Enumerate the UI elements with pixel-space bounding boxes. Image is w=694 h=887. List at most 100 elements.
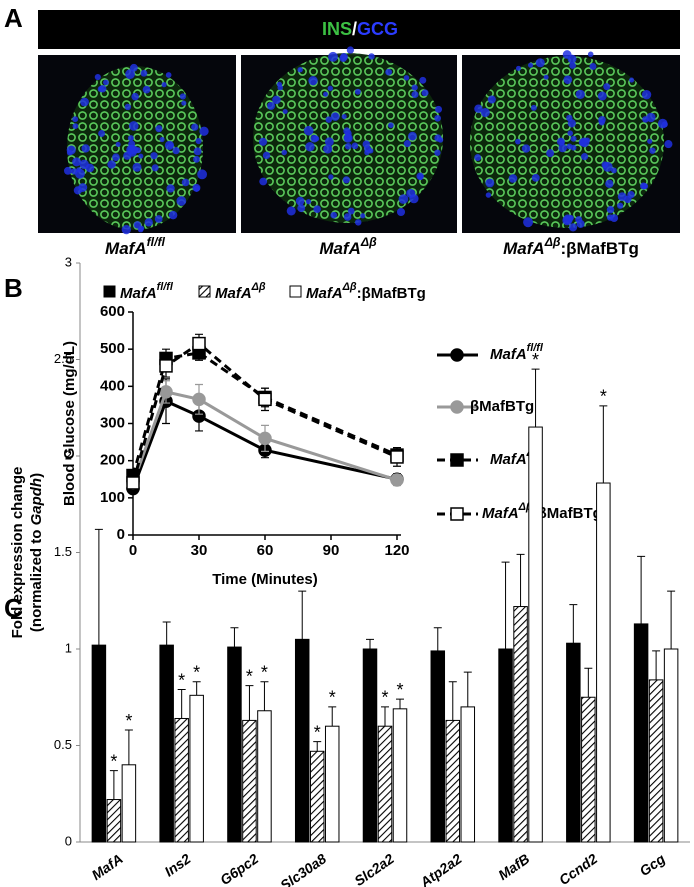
nucleus <box>581 153 589 161</box>
x-tick-label: 60 <box>257 542 274 559</box>
nucleus <box>66 145 76 155</box>
significance-star: * <box>396 680 403 700</box>
nucleus <box>282 108 288 115</box>
bar <box>513 606 528 843</box>
nucleus <box>323 91 329 97</box>
nucleus <box>310 134 319 143</box>
y-axis-label-part: ) <box>28 473 45 478</box>
nucleus <box>521 144 531 153</box>
panel-label: A <box>4 3 23 33</box>
x-tick-label: 120 <box>384 542 409 559</box>
y-tick-label: 0 <box>65 833 72 848</box>
nucleus <box>324 137 334 147</box>
nucleus <box>629 77 635 83</box>
bar <box>324 725 340 843</box>
nucleus <box>297 66 303 73</box>
nucleus <box>351 142 359 150</box>
nucleus <box>563 75 573 84</box>
nucleus <box>81 144 90 153</box>
nucleus <box>327 85 334 92</box>
significance-star: * <box>125 711 132 731</box>
bar <box>430 650 446 843</box>
nucleus <box>167 142 174 149</box>
x-tick-label: MafB <box>495 850 532 883</box>
nucleus <box>611 167 617 174</box>
legend-label: MafAΔβ <box>215 281 266 302</box>
bar <box>106 799 122 843</box>
nucleus <box>543 74 549 80</box>
nucleus <box>73 186 82 195</box>
bar <box>91 644 107 843</box>
nucleus <box>417 174 424 180</box>
y-tick-label: 2 <box>65 447 72 462</box>
nucleus <box>354 219 362 226</box>
legend-label-base: MafA <box>482 505 519 522</box>
nucleus <box>63 166 72 175</box>
marker <box>258 431 272 446</box>
bar <box>189 694 204 843</box>
islet <box>470 56 664 228</box>
nucleus <box>132 162 142 172</box>
nucleus <box>368 53 375 60</box>
marker <box>159 359 173 373</box>
significance-star: * <box>246 666 253 686</box>
nucleus <box>193 147 202 156</box>
stain-gcg: GCG <box>357 19 398 39</box>
nucleus <box>137 226 144 233</box>
significance-star: * <box>110 751 117 771</box>
nucleus <box>98 130 106 138</box>
nucleus <box>546 149 555 158</box>
legend-label-base: MafA <box>215 285 252 302</box>
y-axis-label-part: (normalized to <box>28 525 45 632</box>
nucleus <box>195 137 202 145</box>
error-bar <box>569 604 578 644</box>
nucleus <box>131 92 139 101</box>
x-tick-label: Atp2a2 <box>416 850 464 887</box>
bar <box>596 482 611 843</box>
bar <box>227 646 242 843</box>
nucleus <box>72 157 82 167</box>
legend-label: MafAΔβ:βMafBTg <box>482 501 602 522</box>
nucleus <box>641 184 647 190</box>
bar <box>663 648 679 843</box>
y-tick-label: 500 <box>100 340 125 357</box>
nucleus <box>535 58 545 68</box>
nucleus <box>558 143 567 153</box>
panel-label: B <box>4 273 23 303</box>
y-tick-label: 2.5 <box>54 351 72 366</box>
error-bar <box>516 553 525 607</box>
significance-star: * <box>329 688 336 708</box>
legend-label-base: MafA <box>490 346 527 363</box>
stain-header: INS/GCG <box>322 19 398 39</box>
y-tick-label: 600 <box>100 303 125 320</box>
error-bar <box>366 638 374 649</box>
legend-label-base: MafA <box>120 285 157 302</box>
nucleus <box>151 164 159 172</box>
marker <box>390 473 404 487</box>
legend-marker <box>450 348 464 362</box>
caption: MafAΔβ <box>319 235 377 258</box>
bar <box>159 644 174 843</box>
y-tick-label: 400 <box>100 377 125 394</box>
error-bar <box>109 770 118 800</box>
y-tick-label: 3 <box>65 254 72 269</box>
nucleus <box>411 84 418 91</box>
stain-ins: INS <box>322 19 352 39</box>
error-bar <box>162 621 171 646</box>
legend-marker <box>450 400 464 414</box>
nucleus <box>154 215 163 223</box>
nucleus <box>642 116 649 123</box>
y-tick-label: 200 <box>100 452 125 469</box>
nucleus <box>569 62 576 69</box>
error-bar <box>433 627 442 651</box>
nucleus <box>362 140 371 148</box>
nucleus <box>403 140 411 148</box>
legend-label: MafAfl/fl <box>490 342 544 363</box>
nucleus <box>388 122 394 129</box>
nucleus <box>559 139 565 146</box>
bar <box>377 725 393 843</box>
significance-star: * <box>600 387 607 407</box>
caption: MafAfl/fl <box>105 235 166 258</box>
